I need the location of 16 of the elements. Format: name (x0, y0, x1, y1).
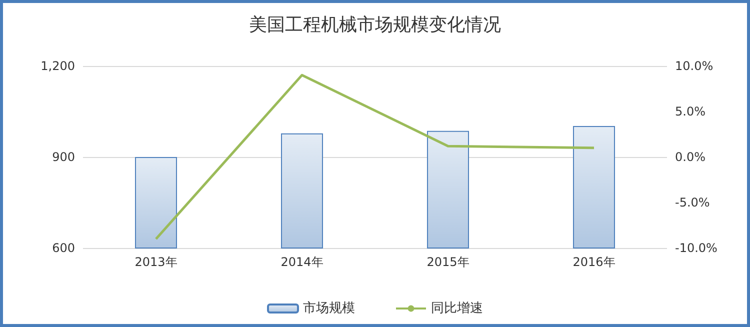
legend-label: 市场规模 (303, 301, 355, 316)
y2-tick-label: 10.0% (675, 59, 714, 73)
x-tick-label: 2013年 (134, 255, 178, 269)
chart-title: 美国工程机械市场规模变化情况 (249, 14, 501, 36)
legend-label: 同比增速 (431, 301, 483, 316)
y2-tick-label: -5.0% (675, 196, 710, 210)
x-tick-label: 2015年 (426, 255, 470, 269)
line-series (154, 74, 596, 240)
y2-tick-label: 5.0% (675, 104, 706, 118)
y2-tick-label: -10.0% (675, 241, 718, 255)
y-tick-label: 600 (52, 241, 75, 255)
y2-tick-label: 0.0% (675, 150, 706, 164)
y-tick-label: 900 (52, 150, 75, 164)
x-tick-label: 2016年 (572, 255, 616, 269)
x-tick-label: 2014年 (280, 255, 324, 269)
y-tick-label: 1,200 (40, 59, 75, 73)
